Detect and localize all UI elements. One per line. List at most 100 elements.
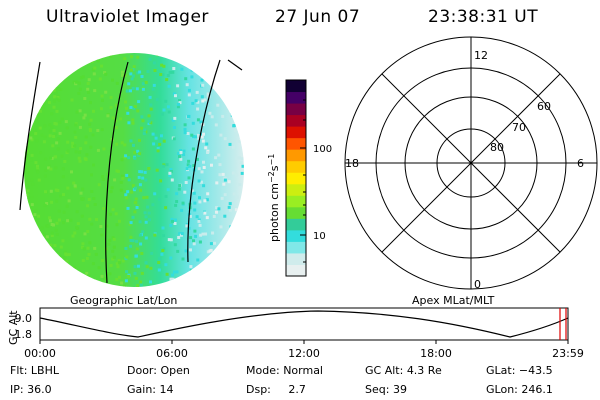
disk-pixel: [124, 247, 128, 250]
disk-pixel: [174, 203, 178, 207]
disk-pixel: [237, 133, 241, 137]
disk-pixel: [121, 259, 125, 263]
disk-pixel: [153, 69, 157, 72]
disk-pixel: [58, 218, 61, 222]
disk-pixel: [174, 218, 177, 222]
disk-pixel: [221, 114, 225, 118]
disk-pixel: [205, 198, 209, 202]
disk-pixel: [215, 181, 219, 185]
svg-text:photon cm−2s−1: photon cm−2s−1: [267, 154, 281, 242]
disk-pixel: [52, 99, 56, 103]
disk-pixel: [141, 87, 145, 91]
disk-pixel: [114, 103, 118, 107]
disk-pixel: [190, 133, 194, 137]
disk-pixel: [134, 276, 138, 280]
disk-pixel: [151, 132, 155, 136]
disk-pixel: [93, 66, 97, 70]
disk-pixel: [143, 128, 147, 132]
disk-pixel: [196, 100, 200, 104]
disk-pixel: [198, 196, 201, 200]
disk-pixel: [184, 249, 188, 253]
disk-pixel: [188, 164, 192, 168]
polar-panel-label: Apex MLat/MLT: [412, 294, 495, 307]
disk-pixel: [143, 211, 147, 215]
disk-pixel: [144, 80, 148, 84]
disk-pixel: [87, 252, 91, 256]
disk-pixel: [37, 214, 41, 218]
disk-pixel: [238, 183, 242, 187]
disk-pixel: [59, 245, 63, 249]
disk-pixel: [111, 257, 115, 261]
colorbar-cell: [286, 195, 306, 208]
disk-pixel: [153, 233, 157, 237]
disk-pixel: [38, 109, 42, 113]
seq-value: 39: [392, 383, 407, 396]
disk-pixel: [138, 233, 142, 237]
disk-pixel: [219, 225, 223, 229]
disk-pixel: [221, 172, 225, 176]
geo-lon-line-3: [187, 59, 221, 263]
disk-pixel: [42, 140, 46, 144]
disk-pixel: [204, 146, 208, 150]
disk-pixel: [88, 217, 92, 221]
disk-pixel: [201, 139, 205, 143]
disk-pixel: [203, 211, 207, 215]
disk-pixel: [156, 147, 160, 150]
disk-pixel: [45, 235, 49, 239]
disk-pixel: [125, 106, 128, 110]
disk-pixel: [186, 132, 190, 135]
disk-pixel: [39, 151, 43, 155]
disk-pixel: [145, 265, 149, 269]
info-door: Door: Open: [127, 364, 190, 377]
disk-pixel: [179, 233, 183, 237]
disk-pixel: [47, 166, 51, 170]
disk-pixel: [33, 213, 37, 217]
disk-pixel: [57, 87, 61, 91]
disk-pixel: [124, 279, 128, 283]
disk-pixel: [129, 221, 133, 225]
disk-pixel: [123, 143, 127, 147]
disk-pixel: [81, 242, 85, 246]
disk-pixel: [166, 188, 170, 192]
disk-pixel: [37, 178, 41, 182]
disk-pixel: [52, 105, 56, 109]
disk-pixel: [214, 156, 218, 160]
disk-pixel: [132, 106, 136, 110]
disk-pixel: [91, 262, 95, 266]
disk-pixel: [172, 92, 176, 96]
disk-pixel: [140, 170, 144, 174]
disk-pixel: [105, 224, 109, 228]
disk-pixel: [178, 184, 182, 187]
info-glon: GLon: 246.1: [486, 383, 553, 396]
disk-pixel: [89, 145, 93, 149]
disk-pixel: [198, 240, 202, 244]
disk-pixel: [131, 74, 135, 78]
disk-pixel: [55, 97, 59, 101]
disk-pixel: [83, 232, 87, 236]
disk-pixel: [83, 97, 87, 100]
disk-pixel: [80, 214, 84, 218]
timeline-xtick-1800: 18:00: [420, 347, 452, 360]
disk-pixel: [140, 126, 144, 130]
mlt-label-12: 12: [474, 49, 488, 62]
disk-pixel: [195, 90, 199, 94]
disk-pixel: [228, 202, 232, 206]
disk-pixel: [82, 116, 86, 120]
disk-pixel: [54, 166, 58, 170]
disk-pixel: [179, 151, 183, 154]
disk-pixel: [90, 222, 94, 226]
disk-pixel: [220, 196, 224, 200]
disk-pixel: [133, 156, 137, 160]
disk-pixel: [89, 101, 92, 105]
disk-pixel: [171, 118, 175, 122]
disk-pixel: [57, 98, 61, 102]
disk-pixel: [157, 268, 161, 272]
disk-pixel: [215, 210, 218, 214]
disk-pixel: [193, 229, 197, 233]
disk-pixel: [182, 153, 186, 157]
disk-pixel: [111, 249, 115, 253]
disk-pixel: [206, 250, 210, 254]
disk-pixel: [222, 182, 226, 186]
disk-pixel: [100, 64, 104, 68]
